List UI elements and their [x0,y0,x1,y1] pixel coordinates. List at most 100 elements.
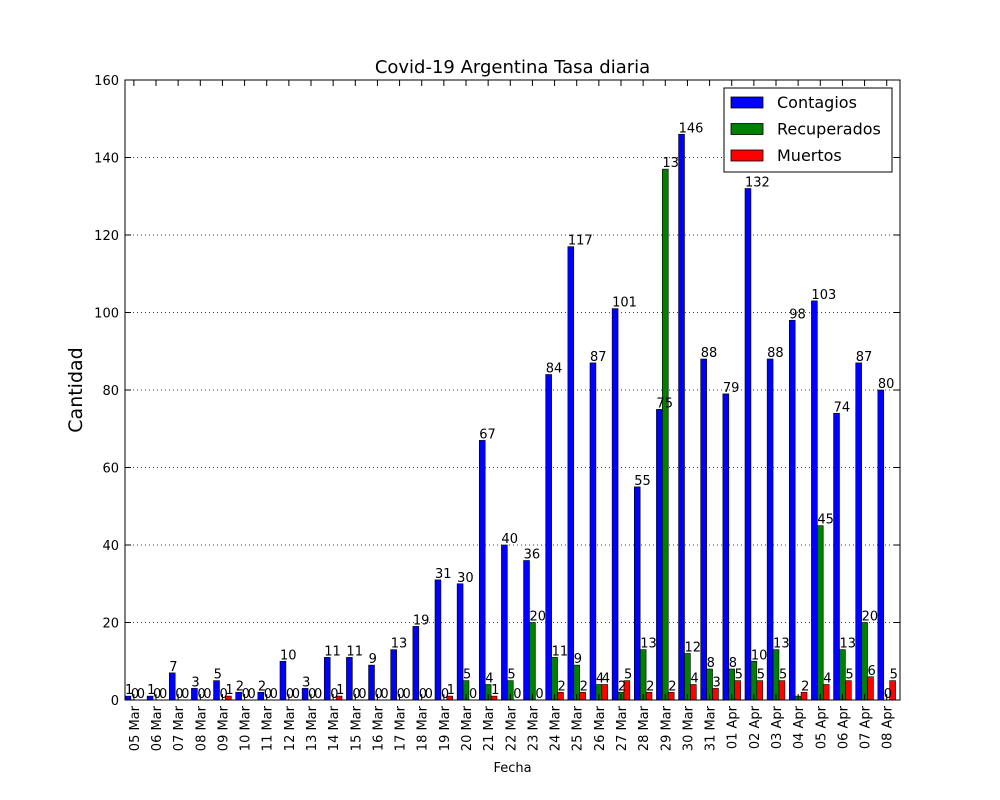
bar-label-recuperados: 0 [884,687,892,702]
bar-muertos [778,680,786,701]
legend-swatch-contagios [730,96,764,109]
bar-label-contagios: 11 [324,644,341,659]
bar-label-recuperados: 13 [839,637,856,652]
bar-label-muertos: 5 [735,668,743,683]
bar-label-contagios: 9 [369,652,377,667]
legend: Contagios Recuperados Muertos [723,87,893,173]
bar-label-muertos: 2 [646,679,654,694]
x-tick-label: 08 Mar [194,705,209,751]
bar-label-contagios: 117 [568,234,593,249]
bar-label-muertos: 0 [159,687,167,702]
x-tick-label: 30 Mar [681,705,696,751]
bar-recuperados [662,168,669,701]
x-tick-label: 01 Apr [726,705,741,749]
bar-label-contagios: 7 [169,660,177,675]
bar-label-muertos: 5 [890,668,898,683]
x-tick-label: 12 Mar [283,705,298,751]
x-tick-label: 23 Mar [526,705,541,751]
legend-label-contagios: Contagios [777,93,857,112]
bars [124,133,896,701]
x-tick-label: 11 Mar [261,705,276,751]
bar-label-muertos: 0 [270,687,278,702]
bar-label-recuperados: 13 [662,156,679,171]
bar-contagios [700,358,707,701]
bar-label-muertos: 6 [868,664,876,679]
bar-label-recuperados: 8 [707,656,715,671]
bar-label-contagios: 132 [745,176,770,191]
bar-label-recuperados: 0 [197,687,205,702]
bar-label-muertos: 3 [713,675,721,690]
bar-label-recuperados: 0 [286,687,294,702]
bar-label-recuperados: 0 [374,687,382,702]
bar-label-contagios: 5 [214,668,222,683]
bar-label-muertos: 1 [447,683,455,698]
bar-label-muertos: 0 [425,687,433,702]
bar-muertos [734,680,741,701]
chart-title: Covid-19 Argentina Tasa diaria [375,57,650,78]
bar-label-muertos: 2 [668,679,676,694]
bar-label-contagios: 84 [546,362,563,377]
bar-label-muertos: 1 [225,683,233,698]
y-tick-label: 120 [94,229,119,244]
bar-label-recuperados: 20 [862,610,879,625]
bar-label-recuperados: 0 [242,687,250,702]
bar-label-contagios: 74 [834,400,851,415]
bar-label-contagios: 80 [878,377,895,392]
bar-label-contagios: 19 [413,613,430,628]
bar-label-contagios: 40 [501,532,518,547]
y-axis-label: Cantidad [65,347,87,432]
x-tick-label: 06 Apr [836,705,851,749]
x-tick-label: 07 Apr [859,705,874,749]
bar-label-contagios: 146 [679,121,704,136]
x-tick-label: 15 Mar [349,705,364,751]
bar-label-contagios: 67 [479,427,496,442]
x-tick-label: 28 Mar [637,705,652,751]
bar-contagios [877,389,885,701]
bar-contagios [434,579,442,701]
bar-label-muertos: 0 [292,687,300,702]
x-tick-label: 05 Mar [128,705,143,751]
x-tick-label: 22 Mar [504,705,519,751]
bar-label-recuperados: 0 [308,687,316,702]
x-tick-label: 13 Mar [305,705,320,751]
bar-contagios [589,362,597,701]
bar-label-muertos: 2 [558,679,566,694]
y-tick-label: 0 [111,694,119,709]
bar-label-muertos: 0 [513,687,521,702]
bar-label-recuperados: 11 [552,644,569,659]
bar-label-muertos: 0 [248,687,256,702]
bar-label-contagios: 31 [435,567,452,582]
bar-contagios [722,393,730,701]
bar-label-contagios: 11 [346,644,363,659]
x-tick-label: 03 Apr [770,705,785,749]
x-axis-label: Fecha [493,761,531,776]
bar-label-contagios: 2 [236,679,244,694]
bar-label-contagios: 1 [147,683,155,698]
bar-label-muertos: 5 [624,668,632,683]
bar-label-muertos: 0 [535,687,543,702]
x-tick-label: 16 Mar [371,705,386,751]
bar-muertos [756,680,764,701]
bar-label-contagios: 13 [391,637,408,652]
bar-label-muertos: 4 [602,672,610,687]
x-tick-label: 08 Apr [881,705,896,749]
bar-label-recuperados: 2 [618,679,626,694]
x-tick-label: 25 Mar [571,705,586,751]
bar-label-contagios: 10 [280,648,297,663]
bar-label-contagios: 88 [767,346,784,361]
x-axis-ticks: 05 Mar 06 Mar 07 Mar 08 Mar 09 Mar 10 Mar 11 M… [128,80,896,751]
bar-label-contagios: 88 [701,346,718,361]
y-tick-label: 80 [102,384,119,399]
legend-swatch-muertos [730,149,764,162]
bar-label-recuperados: 5 [507,668,515,683]
bar-label-recuperados: 5 [463,668,471,683]
bar-label-muertos: 0 [380,687,388,702]
x-tick-label: 27 Mar [615,705,630,751]
bar-muertos [845,680,852,701]
y-tick-label: 40 [102,539,119,554]
bar-label-contagios: 3 [191,675,199,690]
y-tick-label: 60 [102,462,119,477]
bar-label-muertos: 2 [801,679,809,694]
bar-label-recuperados: 0 [419,687,427,702]
